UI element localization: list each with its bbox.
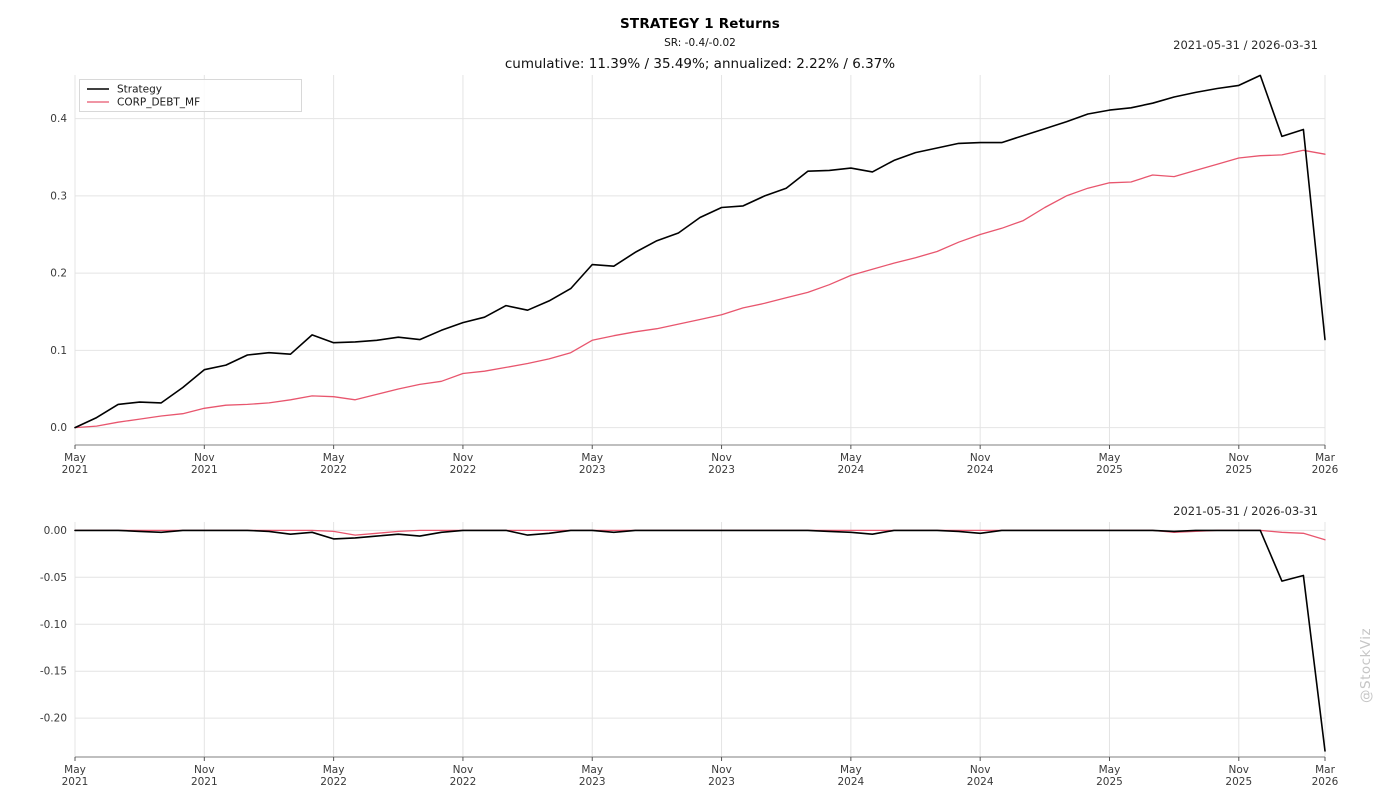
x-tick-label: May 2022 — [320, 764, 347, 788]
x-tick-label: Mar 2026 — [1312, 452, 1339, 476]
x-tick-label: Nov 2023 — [708, 452, 735, 476]
legend-label-CORP_DEBT_MF: CORP_DEBT_MF — [117, 97, 200, 109]
y-tick-label: 0.2 — [50, 268, 67, 280]
x-tick-label: May 2025 — [1096, 764, 1123, 788]
x-tick-label: May 2025 — [1096, 452, 1123, 476]
series-line-CORP_DEBT_MF — [74, 149, 1326, 429]
x-tick-label: Nov 2024 — [967, 452, 994, 476]
legend-label-Strategy: Strategy — [117, 84, 162, 96]
legend-box — [79, 79, 302, 112]
x-tick-label: May 2024 — [837, 764, 864, 788]
sharpe-ratio-subtitle: SR: -0.4/-0.02 — [664, 37, 736, 49]
x-tick-label: Nov 2022 — [450, 452, 477, 476]
y-tick-label: 0.4 — [50, 113, 67, 125]
x-tick-label: May 2023 — [579, 452, 606, 476]
x-tick-label: May 2021 — [62, 452, 89, 476]
y-tick-label: 0.00 — [44, 525, 67, 537]
x-tick-label: Mar 2026 — [1312, 764, 1339, 788]
y-tick-label: -0.20 — [40, 713, 67, 725]
x-tick-label: Nov 2023 — [708, 764, 735, 788]
series-line-Strategy-drawdown — [74, 529, 1326, 752]
y-tick-label: -0.05 — [40, 572, 67, 584]
x-tick-label: May 2022 — [320, 452, 347, 476]
x-tick-label: Nov 2021 — [191, 452, 218, 476]
returns-summary: cumulative: 11.39% / 35.49%; annualized:… — [504, 56, 896, 72]
x-tick-label: Nov 2024 — [967, 764, 994, 788]
x-tick-label: Nov 2022 — [450, 764, 477, 788]
y-tick-label: 0.1 — [50, 345, 67, 357]
y-tick-label: 0.3 — [50, 190, 67, 202]
date-range-top: 2021-05-31 / 2026-03-31 — [1173, 38, 1318, 52]
drawdown-chart: May 2021 Nov 2021 May 2022 Nov 2022 May 2023 Nov 20… — [40, 522, 1339, 788]
cumulative-returns-chart: May 2021 Nov 2021 May 2022 Nov 2022 May 2023 Nov 20… — [50, 74, 1339, 476]
date-range-bottom: 2021-05-31 / 2026-03-31 — [1173, 504, 1318, 518]
x-tick-label: May 2023 — [579, 764, 606, 788]
y-tick-label: -0.15 — [40, 666, 67, 678]
page-title: STRATEGY 1 Returns — [619, 16, 781, 32]
y-tick-label: -0.10 — [40, 619, 67, 631]
x-tick-label: Nov 2025 — [1225, 452, 1252, 476]
x-tick-label: Nov 2021 — [191, 764, 218, 788]
y-tick-label: 0.0 — [50, 422, 67, 434]
x-tick-label: Nov 2025 — [1225, 764, 1252, 788]
x-tick-label: May 2021 — [62, 764, 89, 788]
series-line-Strategy — [74, 74, 1326, 429]
x-tick-label: May 2024 — [837, 452, 864, 476]
